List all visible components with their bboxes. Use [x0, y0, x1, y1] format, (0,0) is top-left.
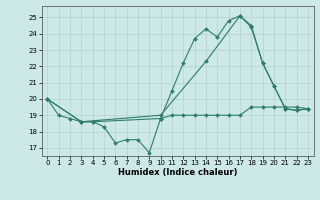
- X-axis label: Humidex (Indice chaleur): Humidex (Indice chaleur): [118, 168, 237, 177]
